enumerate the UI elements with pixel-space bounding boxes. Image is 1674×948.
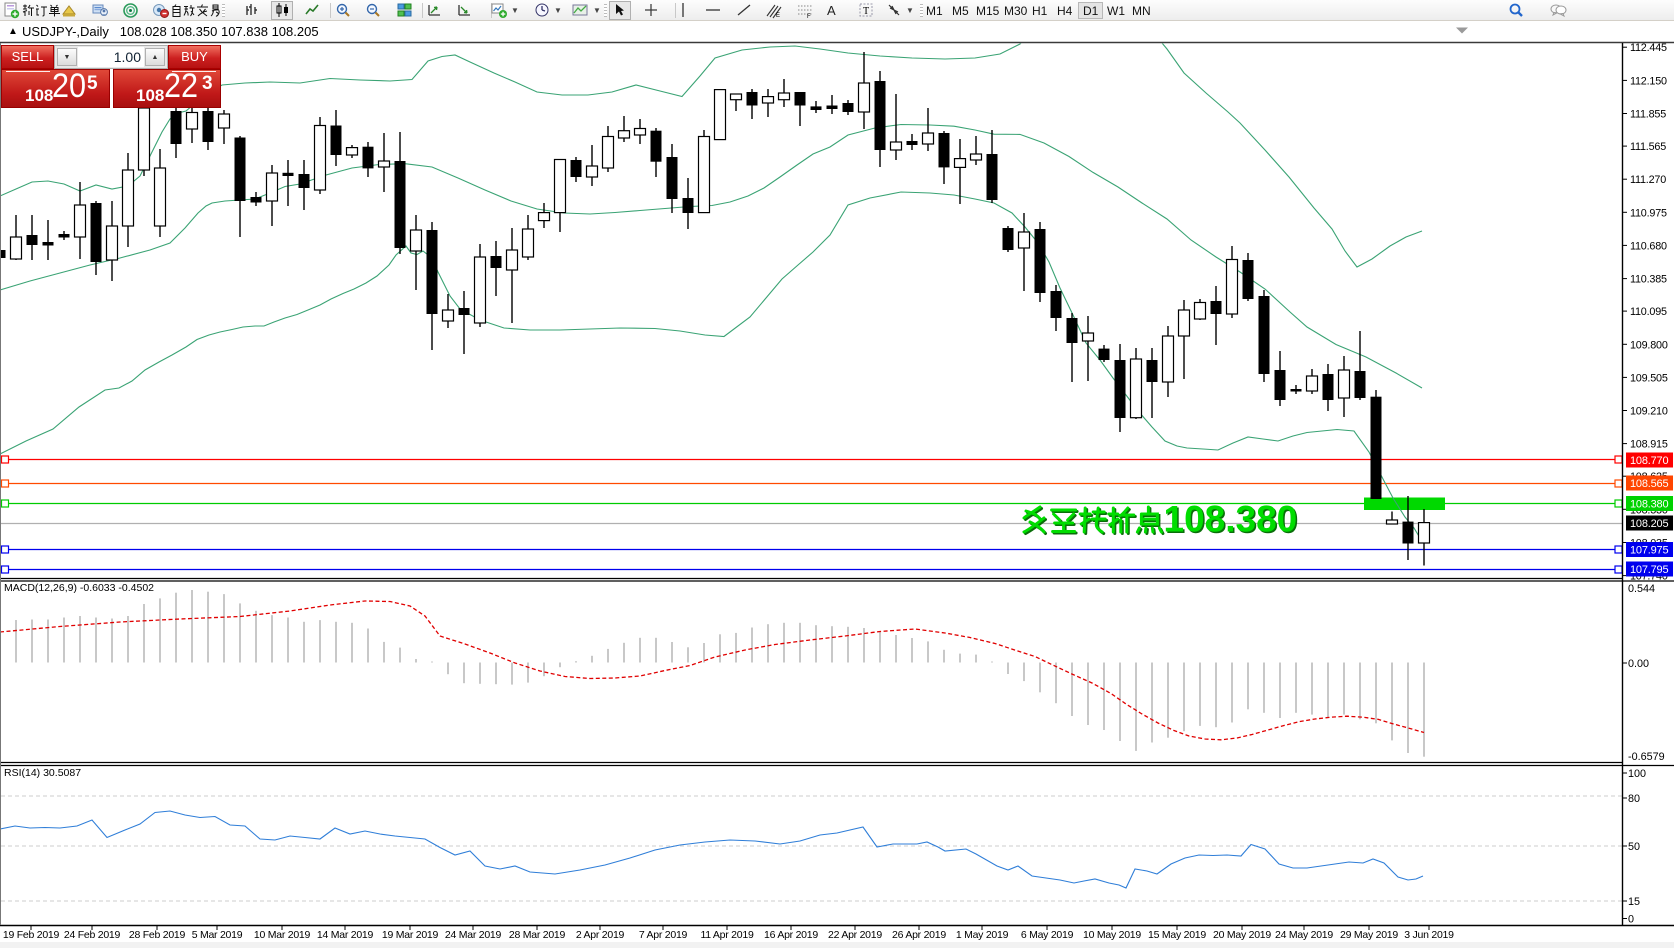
- svg-text:-0.6579: -0.6579: [1628, 751, 1665, 763]
- svg-text:28 Mar 2019: 28 Mar 2019: [509, 929, 566, 941]
- svg-text:108.380: 108.380: [1165, 500, 1299, 541]
- svg-text:28 Feb 2019: 28 Feb 2019: [129, 929, 186, 941]
- svg-text:22 Apr 2019: 22 Apr 2019: [828, 929, 882, 941]
- svg-text:80: 80: [1628, 793, 1640, 805]
- svg-text:20 May 2019: 20 May 2019: [1213, 929, 1271, 941]
- svg-text:111.855: 111.855: [1630, 109, 1666, 121]
- svg-text:10 May 2019: 10 May 2019: [1083, 929, 1141, 941]
- svg-text:29 May 2019: 29 May 2019: [1340, 929, 1398, 941]
- svg-text:2 Apr 2019: 2 Apr 2019: [576, 929, 625, 941]
- svg-text:0.00: 0.00: [1628, 658, 1649, 670]
- svg-text:108.565: 108.565: [1630, 478, 1668, 490]
- svg-text:110.975: 110.975: [1630, 207, 1667, 219]
- svg-text:T: T: [863, 6, 869, 17]
- svg-text:24 Mar 2019: 24 Mar 2019: [445, 929, 502, 941]
- svg-text:7 Apr 2019: 7 Apr 2019: [639, 929, 688, 941]
- svg-text:107.795: 107.795: [1630, 564, 1668, 576]
- svg-text:26 Apr 2019: 26 Apr 2019: [892, 929, 946, 941]
- svg-text:108.380: 108.380: [1630, 499, 1668, 511]
- svg-text:3 Jun 2019: 3 Jun 2019: [1404, 929, 1454, 941]
- svg-text:24 May 2019: 24 May 2019: [1275, 929, 1333, 941]
- svg-text:5 Mar 2019: 5 Mar 2019: [192, 929, 243, 941]
- svg-text:108.205: 108.205: [1630, 518, 1668, 530]
- svg-text:107.975: 107.975: [1630, 545, 1668, 557]
- svg-text:100: 100: [1628, 768, 1646, 780]
- svg-text:0: 0: [1628, 914, 1634, 926]
- svg-text:15 May 2019: 15 May 2019: [1148, 929, 1206, 941]
- svg-text:108.380: 108.380: [1164, 499, 1298, 540]
- svg-text:108.915: 108.915: [1630, 439, 1668, 451]
- svg-text:110.385: 110.385: [1630, 274, 1667, 286]
- svg-text:1 May 2019: 1 May 2019: [956, 929, 1009, 941]
- svg-text:24 Feb 2019: 24 Feb 2019: [64, 929, 121, 941]
- svg-text:111.565: 111.565: [1630, 141, 1666, 153]
- svg-text:19 Feb 2019: 19 Feb 2019: [3, 929, 60, 941]
- svg-text:MACD(12,26,9) -0.6033 -0.4502: MACD(12,26,9) -0.6033 -0.4502: [4, 582, 154, 594]
- svg-text:F: F: [807, 14, 811, 19]
- svg-text:19 Mar 2019: 19 Mar 2019: [382, 929, 439, 941]
- svg-text:109.210: 109.210: [1630, 406, 1668, 418]
- svg-text:E: E: [776, 13, 780, 19]
- svg-text:16 Apr 2019: 16 Apr 2019: [764, 929, 818, 941]
- svg-text:11 Apr 2019: 11 Apr 2019: [700, 929, 754, 941]
- svg-text:109.800: 109.800: [1630, 339, 1668, 351]
- svg-text:RSI(14) 30.5087: RSI(14) 30.5087: [4, 767, 81, 779]
- svg-text:50: 50: [1628, 841, 1640, 853]
- svg-text:111.270: 111.270: [1630, 174, 1666, 186]
- svg-text:10 Mar 2019: 10 Mar 2019: [254, 929, 311, 941]
- svg-text:0.544: 0.544: [1628, 583, 1655, 595]
- svg-text:112.150: 112.150: [1630, 75, 1667, 87]
- svg-text:108.770: 108.770: [1630, 455, 1668, 467]
- svg-text:14 Mar 2019: 14 Mar 2019: [317, 929, 374, 941]
- svg-text:110.680: 110.680: [1630, 240, 1667, 252]
- svg-text:109.505: 109.505: [1630, 372, 1668, 384]
- svg-text:110.095: 110.095: [1630, 306, 1667, 318]
- svg-text:15: 15: [1628, 896, 1640, 908]
- svg-text:6 May 2019: 6 May 2019: [1021, 929, 1074, 941]
- svg-text:112.445: 112.445: [1630, 42, 1667, 54]
